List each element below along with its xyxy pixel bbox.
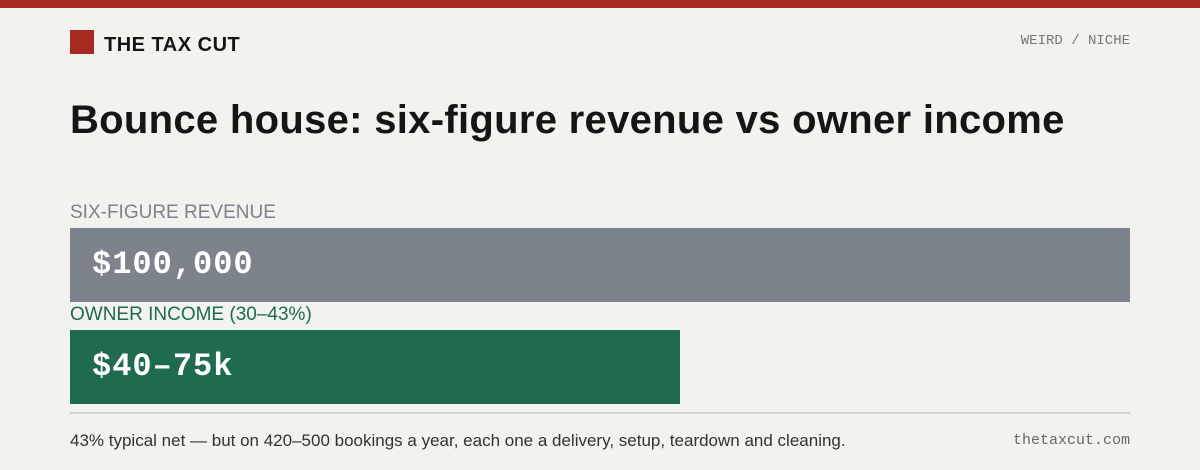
top-stripe	[0, 0, 1200, 8]
bar	[70, 228, 1130, 302]
bar	[70, 330, 680, 404]
tag: WEIRD / NICHE	[1020, 33, 1130, 49]
site: thetaxcut.com	[1012, 432, 1130, 449]
divider	[70, 412, 1130, 414]
value-label: $100,000	[92, 246, 254, 283]
category-label: SIX-FIGURE REVENUE	[70, 202, 276, 223]
chart-title: Bounce house: six-figure revenue vs owne…	[70, 98, 1065, 142]
logo-mark	[70, 30, 94, 54]
footnote: 43% typical net — but on 420–500 booking…	[70, 431, 846, 450]
value-label: $40–75k	[92, 348, 234, 385]
category-label: OWNER INCOME (30–43%)	[70, 304, 312, 325]
brand: THE TAX CUT	[104, 34, 241, 56]
